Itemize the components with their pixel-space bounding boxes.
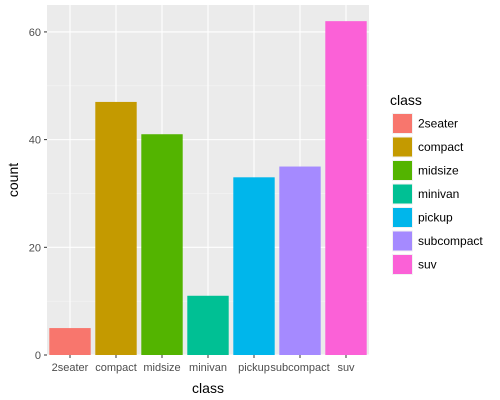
- legend-label: suv: [418, 258, 437, 272]
- x-axis: 2seater compact midsize minivan pickup subcom…: [52, 355, 355, 374]
- bar-pickup: [233, 177, 275, 355]
- legend-swatch-minivan: [393, 184, 412, 204]
- bars: [49, 21, 367, 356]
- legend-swatch-2seater: [393, 114, 412, 133]
- y-tick-label: 40: [29, 135, 41, 147]
- legend-swatch-midsize: [393, 161, 412, 180]
- x-axis-title: class: [192, 380, 224, 396]
- x-tick-label: suv: [337, 362, 355, 374]
- bar-midsize: [141, 134, 183, 355]
- legend-swatch-compact: [393, 137, 412, 157]
- x-tick-label: pickup: [238, 362, 270, 374]
- legend-swatch-pickup: [393, 208, 412, 227]
- legend-label: subcompact: [418, 234, 483, 248]
- bar-subcompact: [279, 166, 321, 355]
- legend-label: midsize: [418, 164, 459, 178]
- bar-2seater: [49, 328, 91, 355]
- legend-label: 2seater: [418, 117, 458, 131]
- y-tick-label: 60: [29, 27, 41, 39]
- legend: class 2seater compact midsize minivan pickup…: [390, 92, 483, 275]
- legend-label: compact: [418, 140, 464, 154]
- y-axis-title: count: [5, 163, 21, 197]
- x-tick-label: midsize: [143, 362, 180, 374]
- legend-swatch-subcompact: [393, 231, 412, 251]
- x-tick-label: compact: [95, 362, 137, 374]
- y-tick-label: 20: [29, 242, 41, 254]
- x-tick-label: subcompact: [270, 362, 329, 374]
- legend-swatch-suv: [393, 255, 412, 274]
- bar-suv: [325, 21, 367, 356]
- legend-label: minivan: [418, 187, 459, 201]
- legend-title: class: [390, 92, 422, 108]
- bar-minivan: [187, 295, 229, 355]
- bar-compact: [95, 101, 137, 355]
- x-tick-label: 2seater: [52, 362, 89, 374]
- y-tick-label: 0: [35, 350, 41, 362]
- legend-items: 2seater compact midsize minivan pickup subcom…: [392, 113, 483, 275]
- x-tick-label: minivan: [189, 362, 227, 374]
- legend-label: pickup: [418, 211, 453, 225]
- y-axis: 0 20 40 60: [29, 27, 47, 362]
